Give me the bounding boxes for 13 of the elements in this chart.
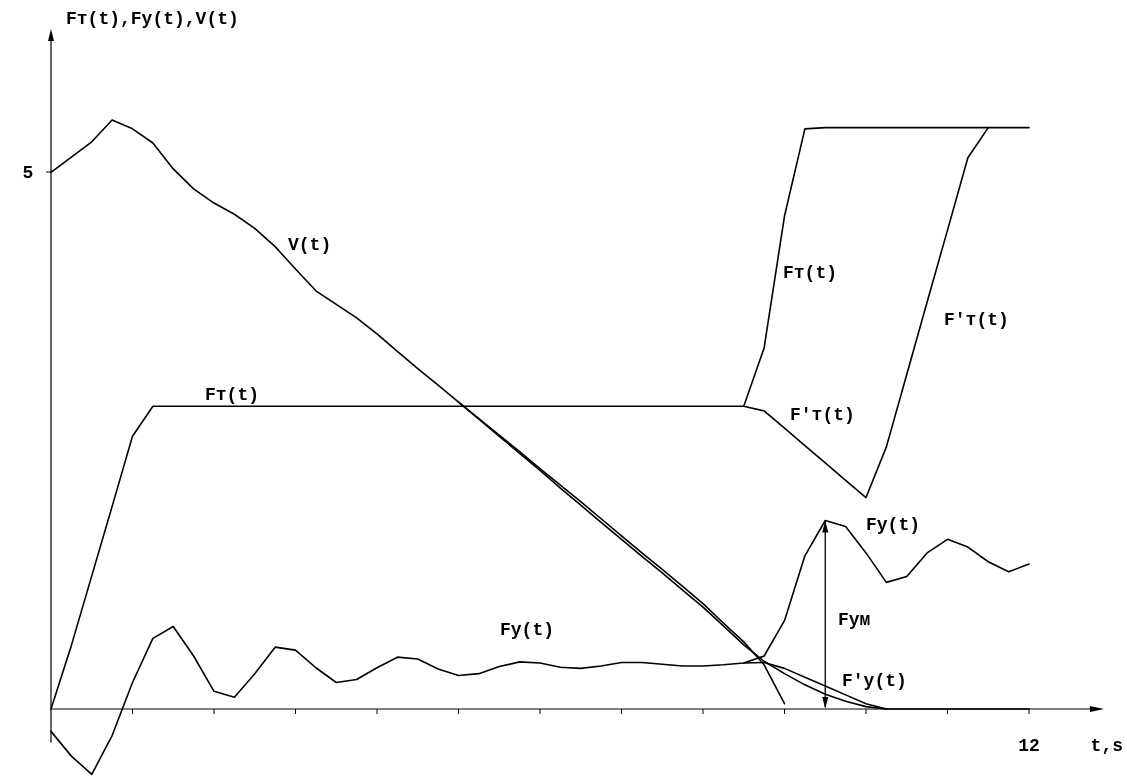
series-label: V(t) <box>288 235 332 255</box>
text: Fу(t) <box>500 620 555 640</box>
series-label: F′у(t) <box>842 671 907 691</box>
text: Fт(t) <box>783 263 838 283</box>
annotation: Fум <box>838 610 871 630</box>
text: F′т(t) <box>944 310 1009 330</box>
annotation: 12 <box>1018 736 1040 756</box>
text: 5 <box>22 163 34 184</box>
text: Fт(t),Fу(t),V(t) <box>66 9 239 29</box>
series-label: F′т(t) <box>790 405 855 425</box>
x-axis-title: t,s <box>1090 736 1123 756</box>
legend-label: Fу(t) <box>866 515 921 535</box>
series-label: Fт(t) <box>205 385 260 405</box>
